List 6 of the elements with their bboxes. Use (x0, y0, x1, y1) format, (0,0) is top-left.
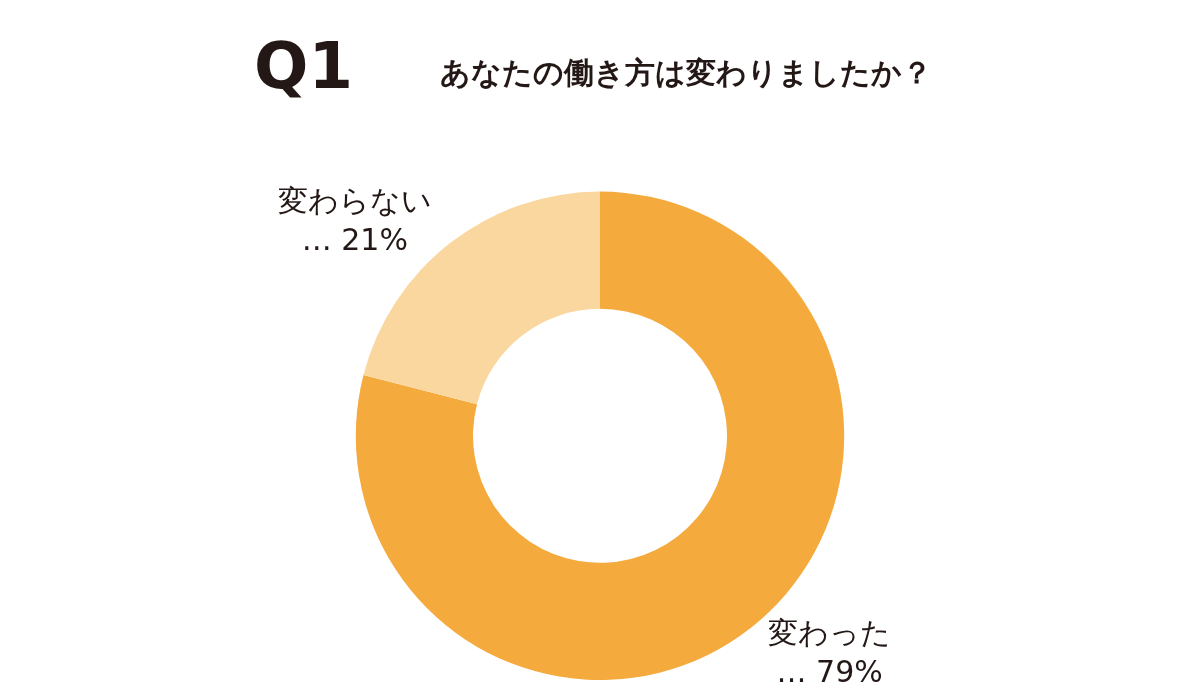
slice-label: 変わらない (277, 182, 432, 218)
chart-subtitle: あなたの働き方は変わりましたか？ (440, 55, 932, 90)
data-label: … 21% (301, 221, 408, 257)
data-label: … 79% (776, 653, 883, 689)
chart-title: Q1 (254, 29, 353, 103)
slice-label: 変わった (768, 614, 892, 650)
